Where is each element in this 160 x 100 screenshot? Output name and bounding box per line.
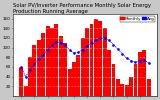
Bar — [32, 45, 36, 96]
Bar — [68, 69, 72, 96]
Bar — [90, 24, 93, 96]
Bar — [46, 26, 50, 96]
Bar — [107, 50, 111, 96]
Bar — [24, 86, 28, 96]
Bar — [116, 79, 120, 96]
Bar — [19, 67, 23, 96]
Bar — [76, 55, 80, 96]
Bar — [138, 52, 142, 96]
Bar — [129, 76, 133, 96]
Legend: Monthly, Avg: Monthly, Avg — [120, 16, 155, 22]
Bar — [112, 64, 116, 96]
Bar — [103, 28, 107, 96]
Bar — [120, 84, 124, 96]
Bar — [41, 33, 45, 96]
Text: Solar PV/Inverter Performance Monthly Solar Energy Production Running Average: Solar PV/Inverter Performance Monthly So… — [13, 3, 151, 14]
Bar — [59, 36, 63, 96]
Bar — [37, 40, 41, 96]
Bar — [63, 43, 67, 96]
Bar — [125, 85, 129, 96]
Bar — [142, 50, 146, 96]
Bar — [94, 19, 98, 96]
Bar — [85, 28, 89, 96]
Bar — [54, 24, 58, 96]
Bar — [147, 79, 151, 96]
Bar — [98, 21, 102, 96]
Bar — [72, 62, 76, 96]
Bar — [133, 64, 137, 96]
Bar — [50, 28, 54, 96]
Bar — [28, 57, 32, 96]
Bar — [81, 38, 85, 96]
